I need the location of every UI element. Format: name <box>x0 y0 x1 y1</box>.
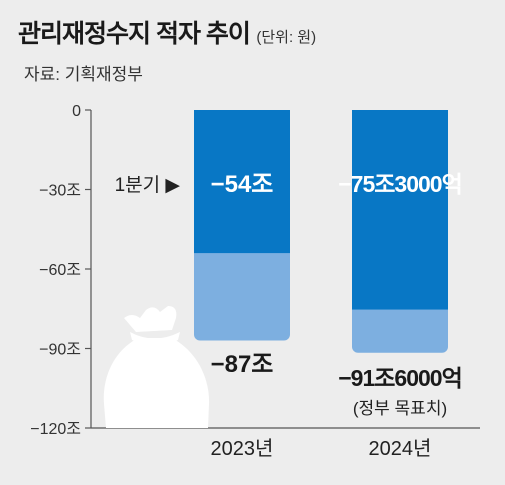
bars: 2023년 2024년 <box>194 110 448 460</box>
source-label: 자료: 기획재정부 <box>24 65 143 84</box>
bar-q1-2023년 <box>194 110 290 254</box>
data-label-q1: −54조 <box>211 171 274 198</box>
data-labels: 1분기 ▶ −54조 −75조3000억 −87조 −91조6000억 (정부 목표치) <box>115 171 463 418</box>
y-tick-label: −30조 <box>39 183 81 200</box>
y-tick-label: −90조 <box>39 342 81 359</box>
bag-tie <box>130 332 180 345</box>
data-label-note: (정부 목표치) <box>353 399 447 418</box>
y-axis: 0 −30조 −60조 −90조 −120조 <box>30 103 480 438</box>
q1-marker: 1분기 ▶ <box>115 174 181 196</box>
data-label-total: −91조6000억 <box>338 365 462 391</box>
bar-q1-2024년 <box>352 110 448 310</box>
y-tick-label: −60조 <box>39 262 81 279</box>
data-label-total: −87조 <box>211 351 274 378</box>
chart-title: 관리재정수지 적자 추이 <box>18 20 251 48</box>
bag-body <box>103 338 210 428</box>
money-bag-icon <box>103 306 210 428</box>
x-tick-label: 2023년 <box>211 437 274 460</box>
y-tick-label: −120조 <box>30 421 81 438</box>
x-tick-label: 2024년 <box>369 437 432 460</box>
y-tick-label: 0 <box>72 103 81 120</box>
chart-title-row: 관리재정수지 적자 추이 (단위: 원) <box>18 14 316 50</box>
bag-top <box>124 306 177 332</box>
data-label-q1: −75조3000억 <box>338 171 462 197</box>
unit-label: (단위: 원) <box>256 29 317 46</box>
